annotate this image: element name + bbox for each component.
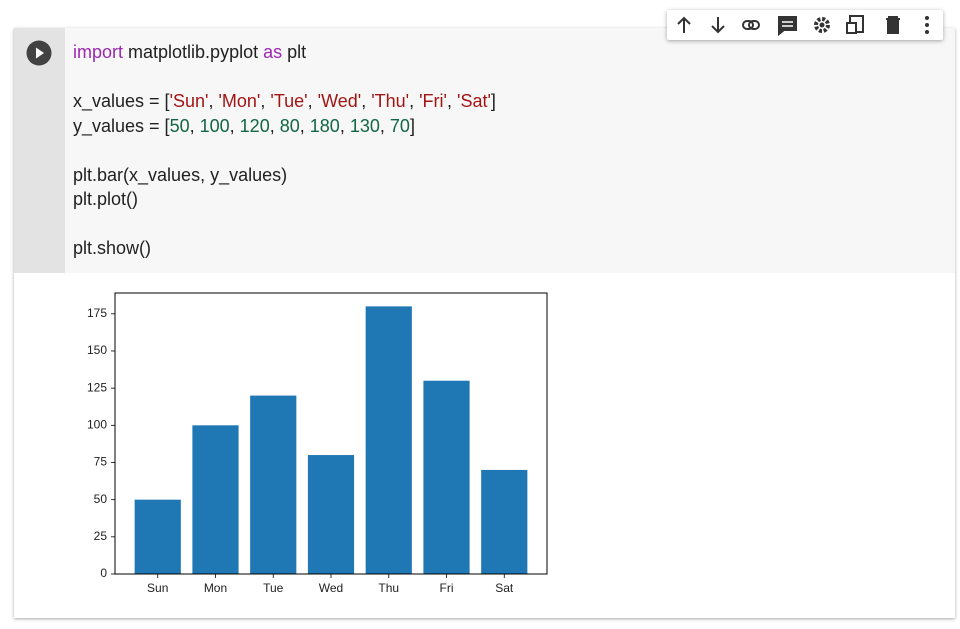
code-token: plt.show()	[73, 238, 152, 258]
code-token: plt	[282, 42, 307, 62]
code-token: ,	[269, 115, 280, 136]
run-icon	[36, 47, 44, 59]
code-token: 'Fri'	[419, 91, 447, 111]
code-token: 'Mon'	[218, 91, 261, 111]
x-tick-label: Sun	[147, 581, 168, 595]
code-token: as	[263, 42, 283, 62]
code-token: 70	[389, 115, 410, 136]
code-token: 180	[309, 115, 340, 136]
axes-frame	[114, 292, 548, 575]
code-line: plt.bar(x_values, y_values)	[73, 163, 496, 188]
y-tick-label: 150	[87, 343, 107, 357]
bar	[423, 380, 470, 574]
code-token: ,	[208, 91, 219, 111]
code-token: ,	[361, 91, 372, 111]
code-token: 50	[169, 115, 190, 136]
y-tick-label: 25	[94, 529, 108, 543]
code-token: 80	[279, 115, 300, 136]
y-tick-label: 175	[87, 306, 107, 320]
code-line: y_values = [50, 100, 120, 80, 180, 130, …	[73, 114, 496, 139]
cell-gutter	[14, 28, 65, 273]
x-tick-label: Mon	[204, 581, 227, 595]
code-token: import	[73, 42, 124, 62]
y-tick-label: 125	[87, 380, 107, 394]
code-token: plt.bar(x_values, y_values)	[73, 164, 288, 185]
code-token: 100	[199, 115, 230, 136]
code-token: x_values = [	[73, 91, 170, 111]
bar	[481, 469, 528, 574]
bar	[134, 499, 181, 574]
code-token: matplotlib.pyplot	[123, 42, 264, 62]
more-button[interactable]	[925, 16, 929, 34]
move-down-button[interactable]	[711, 17, 725, 34]
code-area	[14, 28, 955, 273]
y-tick-label: 75	[94, 455, 108, 469]
run-button[interactable]	[25, 39, 53, 67]
code-token: ,	[339, 115, 350, 136]
code-line: plt.show()	[73, 236, 496, 261]
x-tick-label: Fri	[440, 581, 454, 595]
y-tick-label: 0	[100, 566, 107, 580]
x-tick-label: Thu	[378, 581, 399, 595]
code-token: 'Sat'	[457, 91, 491, 111]
code-token: ]	[490, 91, 496, 111]
code-token: plt.plot()	[73, 189, 139, 209]
code-token: ,	[189, 115, 200, 136]
code-token: 130	[349, 115, 380, 136]
code-token: 'Sun'	[169, 91, 209, 111]
bar	[192, 425, 239, 574]
code-token: ,	[299, 115, 310, 136]
toolbar-icons	[677, 15, 929, 37]
code-token: 'Tue'	[270, 91, 308, 111]
code-token: ,	[379, 115, 390, 136]
code-token: 'Thu'	[371, 91, 410, 111]
x-tick-label: Sat	[495, 581, 514, 595]
x-tick-label: Tue	[263, 581, 284, 595]
code-line: plt.plot()	[73, 187, 496, 212]
code-token: ,	[229, 115, 240, 136]
x-tick-label: Wed	[319, 581, 343, 595]
move-up-button[interactable]	[677, 16, 691, 33]
code-token: ,	[409, 91, 420, 111]
code-token: ,	[307, 91, 318, 111]
code-editor[interactable]: import matplotlib.pyplot as plt x_values …	[73, 40, 496, 261]
cell-toolbar	[667, 10, 943, 40]
delete-button[interactable]	[886, 16, 900, 34]
code-line: x_values = ['Sun', 'Mon', 'Tue', 'Wed', …	[73, 89, 496, 114]
comment-button[interactable]	[778, 16, 797, 37]
code-token: ]	[409, 115, 415, 136]
code-line: import matplotlib.pyplot as plt	[73, 40, 496, 65]
code-token: y_values = [	[73, 115, 170, 136]
settings-button[interactable]	[814, 17, 830, 33]
code-token: 120	[239, 115, 270, 136]
y-tick-label: 100	[87, 417, 107, 431]
bar	[365, 306, 412, 574]
code-token: 'Wed'	[317, 91, 362, 111]
mirror-cell-button[interactable]	[846, 15, 864, 34]
code-token: ,	[260, 91, 271, 111]
code-token: ,	[447, 91, 458, 111]
bar	[307, 455, 355, 574]
bar	[250, 395, 297, 574]
y-tick-label: 50	[94, 492, 108, 506]
link-button[interactable]	[742, 20, 760, 30]
